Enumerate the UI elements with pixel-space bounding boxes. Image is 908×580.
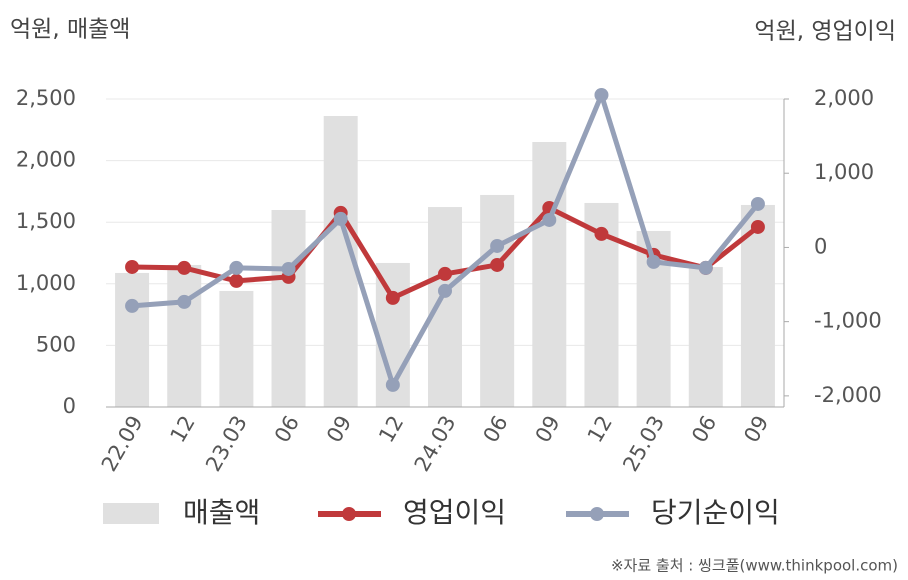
- legend-label: 영업이익: [403, 496, 506, 529]
- legend-label: 당기순이익: [651, 496, 780, 529]
- point: [438, 266, 452, 281]
- point: [177, 294, 192, 309]
- bar: [219, 290, 254, 407]
- point: [594, 226, 609, 241]
- bar: [271, 210, 306, 407]
- point: [281, 261, 296, 276]
- point: [333, 211, 348, 226]
- legend-label: 매출액: [183, 496, 260, 529]
- legend-swatch: [590, 507, 604, 521]
- point: [385, 290, 400, 305]
- x-tick-label: 09: [531, 412, 565, 447]
- y2-axis-label: 억원, 영업이익: [754, 19, 896, 45]
- point: [490, 257, 505, 272]
- bar: [115, 272, 150, 407]
- bar: [532, 141, 567, 407]
- y2-tick-label: -1,000: [814, 309, 882, 333]
- point: [698, 260, 713, 275]
- y2-tick-label: 1,000: [814, 160, 874, 184]
- bar: [688, 267, 723, 407]
- x-tick-label: 06: [479, 411, 513, 446]
- point: [750, 219, 765, 234]
- y-tick-label: 2,500: [16, 86, 76, 110]
- x-tick-label: 06: [270, 412, 304, 447]
- point: [385, 377, 400, 392]
- point: [125, 259, 140, 274]
- point: [646, 254, 661, 269]
- x-tick-label: 25.03: [618, 412, 669, 476]
- y-tick-label: 2,000: [16, 148, 76, 172]
- point: [177, 260, 192, 275]
- point: [542, 212, 557, 227]
- x-tick-label: 23.03: [201, 412, 252, 476]
- legend-swatch: [103, 503, 159, 524]
- point: [229, 260, 244, 275]
- y2-tick-label: -2,000: [814, 383, 882, 407]
- x-tick-label: 09: [739, 412, 773, 447]
- point: [125, 298, 140, 313]
- y2-tick-label: 0: [814, 234, 827, 258]
- point: [229, 273, 244, 288]
- point: [490, 238, 505, 253]
- point: [594, 87, 609, 102]
- bar: [480, 194, 515, 407]
- x-tick-label: 12: [166, 412, 200, 447]
- bar: [167, 264, 202, 407]
- point: [438, 283, 452, 298]
- x-tick-label: 12: [583, 412, 617, 447]
- x-tick-label: 06: [687, 412, 721, 447]
- legend-swatch: [342, 507, 356, 521]
- x-tick-label: 22.09: [97, 412, 148, 476]
- bar: [428, 207, 462, 407]
- point: [750, 196, 765, 211]
- y-tick-label: 1,500: [16, 209, 76, 233]
- source-note: ※자료 출처 : 씽크풀(www.thinkpool.com): [611, 557, 898, 575]
- y2-tick-label: 2,000: [814, 86, 874, 110]
- x-tick-label: 12: [374, 412, 408, 447]
- y-tick-label: 500: [36, 332, 76, 356]
- y-tick-label: 0: [63, 394, 76, 418]
- x-tick-label: 09: [322, 412, 356, 447]
- x-tick-label: 24.03: [410, 412, 461, 476]
- y-tick-label: 1,000: [16, 271, 76, 295]
- y-axis-label: 억원, 매출액: [10, 17, 130, 43]
